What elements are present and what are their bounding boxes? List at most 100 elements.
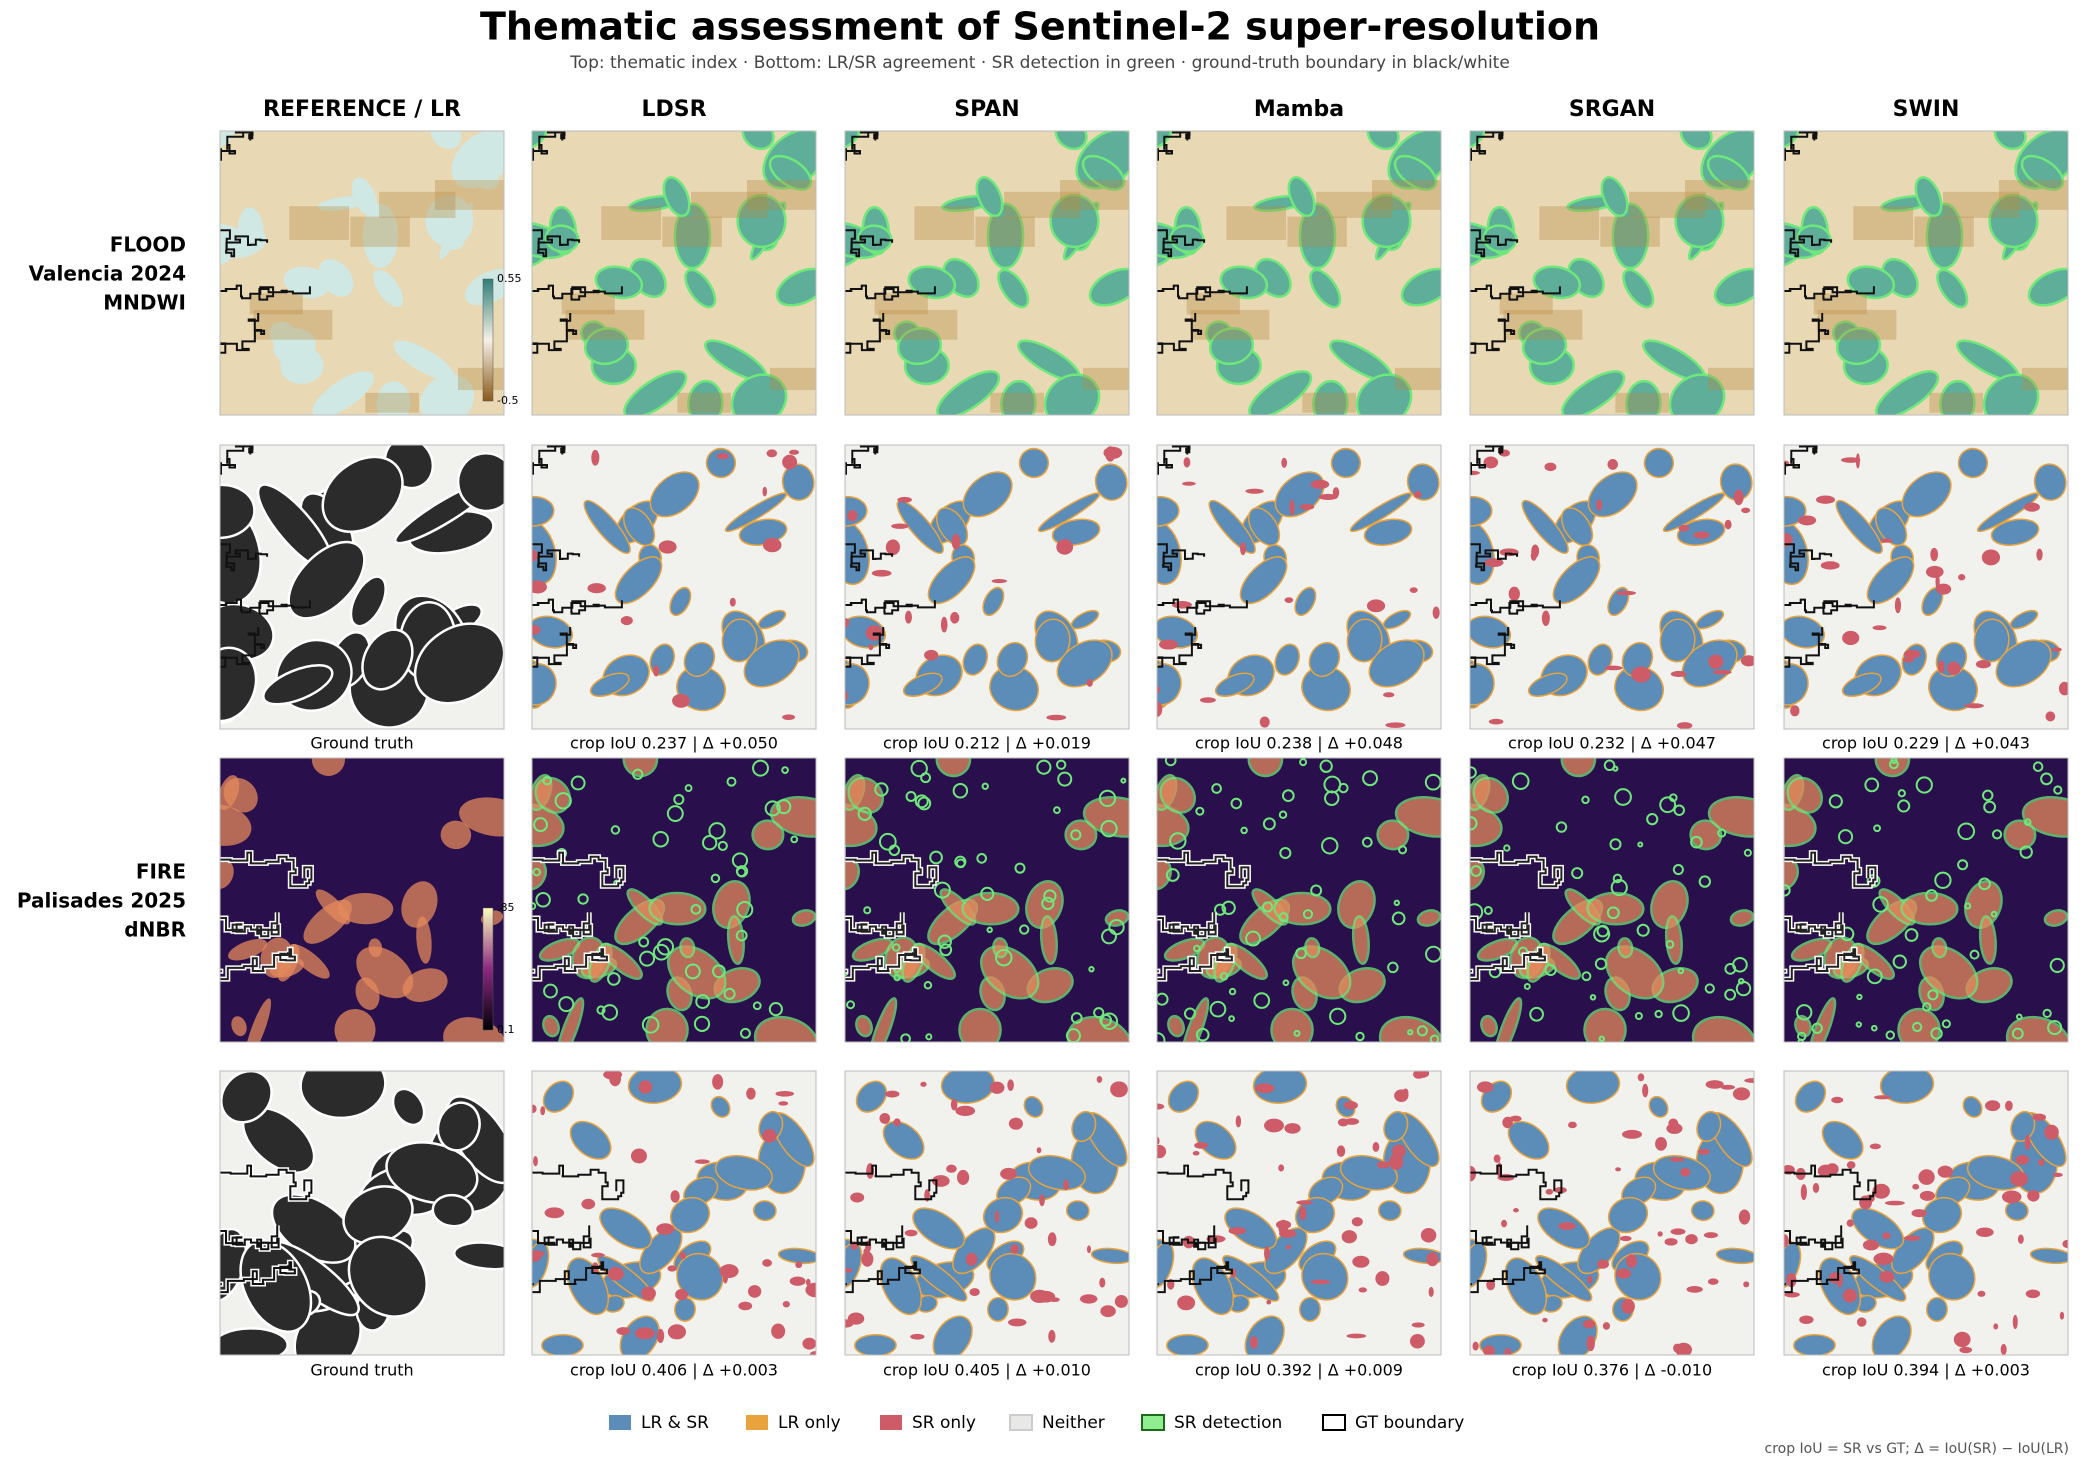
blob — [1713, 267, 1754, 307]
sr-only — [1637, 1073, 1645, 1082]
blob — [1244, 1315, 1285, 1355]
detection — [790, 835, 799, 844]
shade — [350, 216, 410, 247]
detection — [1888, 759, 1899, 770]
sr-only — [1182, 481, 1196, 486]
sr-only — [1413, 1071, 1425, 1079]
legend-swatch — [609, 1415, 631, 1430]
blob — [356, 946, 414, 999]
blob — [1294, 1196, 1336, 1234]
sr-only — [2010, 1171, 2028, 1187]
panel-frame — [1783, 444, 2069, 730]
detection — [752, 1001, 762, 1011]
detection — [1055, 759, 1067, 770]
blob — [1470, 615, 1512, 649]
blob — [373, 269, 404, 308]
sr-only — [1409, 587, 1418, 593]
column-header: Mamba — [1254, 97, 1344, 122]
detection — [1295, 947, 1307, 960]
blob — [1167, 1014, 1185, 1038]
detection — [535, 892, 551, 908]
sr-only — [1977, 1290, 1986, 1297]
title: Thematic assessment of Sentinel-2 super-… — [480, 5, 1600, 49]
blob — [542, 1014, 560, 1038]
panel — [845, 445, 1129, 729]
sr-only — [1046, 714, 1067, 721]
shade — [914, 206, 975, 240]
blob — [1308, 641, 1341, 678]
detection — [542, 775, 553, 786]
sr-only — [1296, 1200, 1313, 1205]
shade — [379, 191, 456, 218]
sr-only — [1385, 722, 1406, 728]
blob — [730, 373, 788, 415]
blob — [910, 1255, 968, 1302]
sr-only — [766, 449, 778, 458]
blob — [997, 268, 1030, 309]
sr-only — [1008, 1318, 1027, 1327]
gt-boundary — [845, 543, 894, 572]
blob — [1931, 937, 1948, 959]
colorbar-label: 0.55 — [497, 272, 522, 285]
detection — [986, 926, 993, 934]
detection — [1407, 1029, 1414, 1036]
gt-boundary — [532, 313, 578, 354]
detection — [1698, 875, 1711, 888]
sr-only — [2005, 1100, 2013, 1112]
blob — [684, 268, 717, 309]
sr-only — [1513, 1208, 1519, 1213]
shade — [1499, 293, 1553, 315]
sr-only — [1846, 1161, 1856, 1169]
sr-only — [861, 1251, 874, 1267]
blob — [376, 381, 411, 415]
shade — [1394, 367, 1441, 391]
shade — [1853, 206, 1914, 240]
sr-only — [658, 540, 677, 554]
sr-only — [788, 449, 800, 455]
detection — [1355, 1031, 1365, 1042]
blob — [1993, 131, 2027, 151]
sr-only — [1299, 503, 1315, 510]
sr-only — [747, 1285, 762, 1298]
detection — [768, 1002, 783, 1017]
detection — [1014, 862, 1026, 874]
blob — [583, 499, 631, 554]
sr-only — [1414, 491, 1422, 499]
sr-only — [1642, 1083, 1649, 1098]
blob — [351, 177, 378, 216]
caption: crop IoU 0.212 | Δ +0.019 — [883, 734, 1091, 753]
sr-only — [1884, 1200, 1905, 1206]
detection — [1281, 789, 1295, 802]
blob — [1605, 945, 1665, 1000]
detection — [726, 776, 737, 787]
sr-only — [2015, 1154, 2030, 1165]
detection — [1837, 829, 1854, 845]
sr-only — [920, 1081, 927, 1087]
gt-boundary — [1157, 229, 1206, 258]
blob — [368, 938, 383, 958]
blob — [902, 672, 943, 697]
panel-frame — [844, 1070, 1130, 1356]
detection — [1228, 1015, 1235, 1022]
blob — [1900, 891, 1959, 926]
sr-only — [1063, 1179, 1069, 1191]
sr-only — [729, 597, 736, 607]
detection — [933, 881, 951, 899]
sr-only — [1670, 1228, 1686, 1235]
sr-only — [940, 616, 948, 633]
sr-only — [1856, 1317, 1867, 1327]
detection — [1724, 962, 1737, 975]
blob — [975, 176, 1004, 218]
sr-only — [1925, 565, 1944, 578]
blob — [1939, 379, 1976, 415]
detection — [1230, 797, 1243, 810]
blob — [648, 891, 707, 926]
gt-boundary — [845, 948, 921, 981]
detection — [1654, 1009, 1663, 1019]
detection — [981, 782, 989, 790]
blob — [1309, 268, 1342, 309]
blob — [2005, 1015, 2068, 1042]
detection — [914, 794, 929, 809]
sr-only — [1985, 1100, 2001, 1112]
gt-boundary — [1784, 445, 1818, 475]
